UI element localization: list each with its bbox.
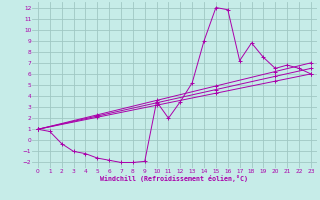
- X-axis label: Windchill (Refroidissement éolien,°C): Windchill (Refroidissement éolien,°C): [100, 175, 248, 182]
